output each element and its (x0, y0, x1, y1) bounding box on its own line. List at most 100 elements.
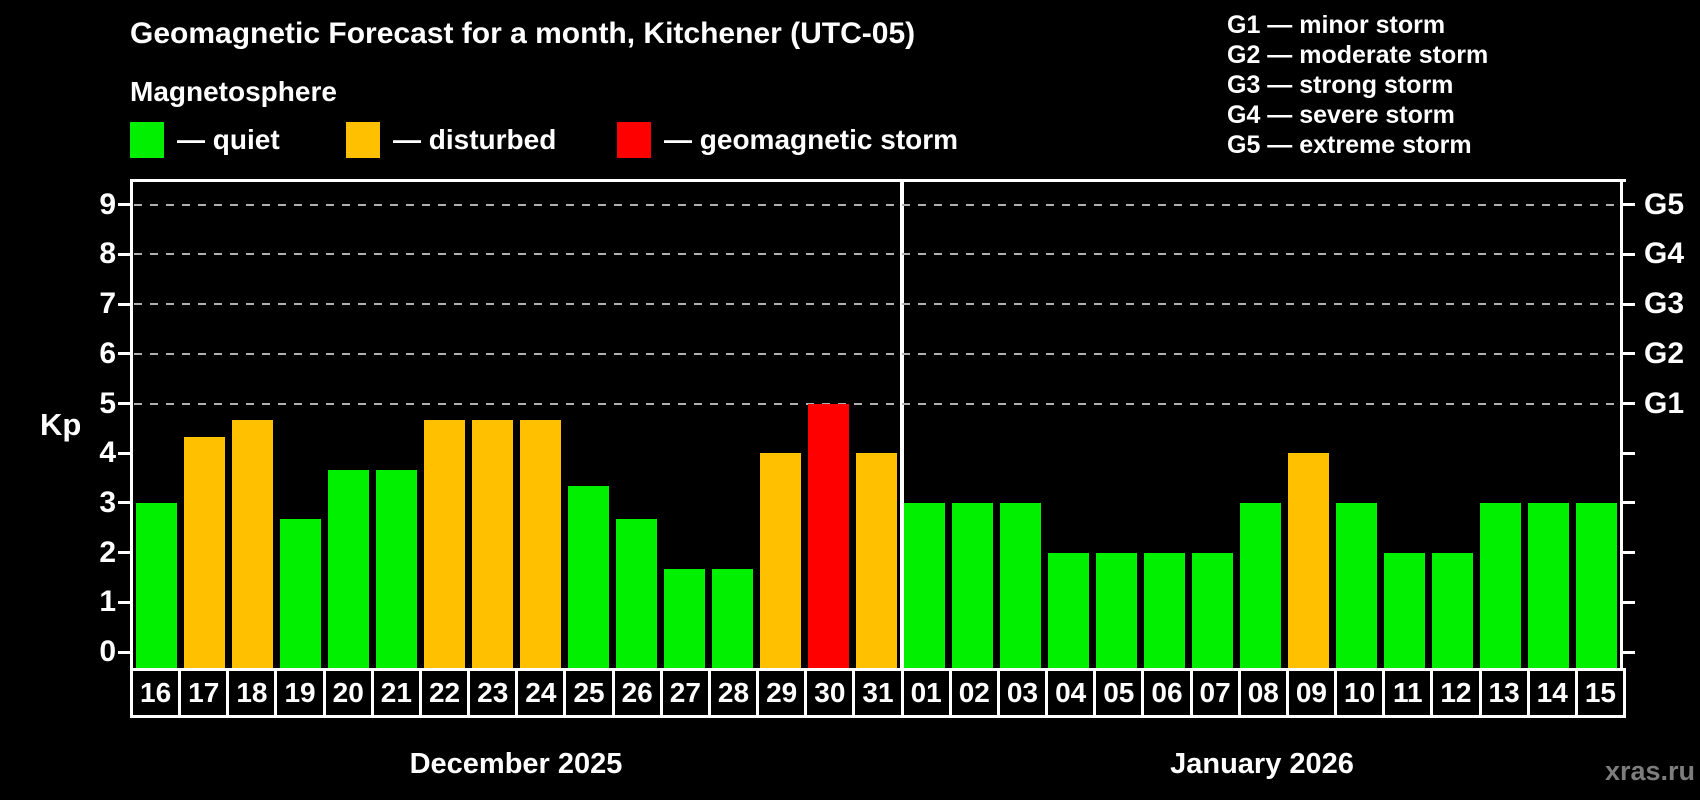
day-label-jan-08: 08 (1240, 671, 1286, 715)
day-label-jan-04: 04 (1048, 671, 1094, 715)
day-label-dec-24: 24 (518, 671, 564, 715)
g-level-label-g3: G3 (1644, 287, 1685, 321)
right-tick-kp-1 (1623, 600, 1635, 604)
kp-bar-dec-20 (327, 469, 369, 668)
kp-bar-jan-03 (999, 502, 1041, 668)
day-label-jan-12: 12 (1433, 671, 1479, 715)
y-tick-label-9: 9 (99, 187, 116, 221)
magnetosphere-subtitle: Magnetosphere (130, 76, 337, 107)
y-axis-title: Kp (40, 407, 82, 442)
gridline-kp-7 (134, 303, 1618, 306)
left-tick-kp-7 (118, 302, 130, 306)
day-label-dec-19: 19 (277, 671, 323, 715)
day-label-dec-17: 17 (181, 671, 227, 715)
kp-bar-dec-23 (471, 419, 513, 668)
right-tick-kp-6 (1623, 352, 1635, 356)
right-tick-kp-7 (1623, 302, 1635, 306)
day-label-dec-16: 16 (133, 671, 179, 715)
day-label-jan-02: 02 (951, 671, 997, 715)
right-tick-kp-4 (1623, 451, 1635, 455)
day-label-jan-05: 05 (1096, 671, 1142, 715)
watermark: xras.ru (1604, 756, 1695, 786)
day-label-dec-23: 23 (470, 671, 516, 715)
day-label-jan-07: 07 (1192, 671, 1238, 715)
gridline-kp-5 (134, 402, 1618, 405)
kp-bar-jan-06 (1143, 552, 1185, 668)
kp-bar-dec-22 (423, 419, 465, 668)
disturbed-color-swatch (346, 121, 380, 158)
gridline-kp-6 (134, 352, 1618, 355)
storm-scale-g1: G1 — minor storm (1227, 11, 1446, 39)
legend-item-quiet: — quiet (130, 121, 280, 158)
storm-color-swatch (617, 121, 651, 158)
right-tick-kp-8 (1623, 252, 1635, 256)
day-label-jan-14: 14 (1529, 671, 1575, 715)
y-axis-line (130, 179, 133, 668)
left-tick-kp-4 (118, 451, 130, 455)
left-tick-kp-9 (118, 203, 130, 207)
gridline-kp-8 (134, 253, 1618, 256)
day-axis-row: 16 17 18 19 20 21 22 23 24 25 26 27 28 29 30 31 01 02 03 04… (130, 668, 1626, 718)
day-label-dec-25: 25 (566, 671, 612, 715)
kp-bar-dec-21 (375, 469, 417, 668)
kp-bar-jan-02 (951, 502, 993, 668)
left-tick-kp-1 (118, 600, 130, 604)
storm-scale-g4: G4 — severe storm (1227, 101, 1455, 129)
kp-bar-jan-08 (1239, 502, 1281, 668)
y-tick-label-4: 4 (99, 436, 116, 470)
left-tick-kp-5 (118, 402, 130, 405)
day-label-dec-21: 21 (373, 671, 419, 715)
month-label-january: January 2026 (1170, 748, 1354, 780)
legend-label-quiet: — quiet (177, 123, 280, 155)
left-tick-kp-2 (118, 551, 130, 555)
kp-bar-dec-26 (615, 519, 657, 668)
kp-bar-jan-10 (1335, 502, 1377, 668)
day-label-dec-20: 20 (325, 671, 371, 715)
y-tick-label-1: 1 (99, 585, 116, 619)
kp-bar-jan-13 (1479, 502, 1521, 668)
day-label-dec-26: 26 (614, 671, 660, 715)
day-label-jan-15: 15 (1577, 671, 1623, 715)
kp-bar-jan-07 (1191, 552, 1233, 668)
left-tick-kp-6 (118, 352, 130, 356)
y-tick-label-7: 7 (99, 287, 116, 321)
storm-scale-g3: G3 — strong storm (1227, 71, 1454, 99)
day-label-dec-22: 22 (421, 671, 468, 715)
kp-bar-jan-04 (1047, 552, 1089, 668)
kp-bar-jan-09 (1287, 453, 1329, 668)
kp-bar-dec-19 (279, 519, 321, 668)
g-level-label-g5: G5 (1644, 187, 1685, 221)
gridline-kp-9 (134, 203, 1618, 206)
kp-bar-dec-29 (759, 453, 801, 668)
day-label-jan-06: 06 (1144, 671, 1190, 715)
kp-bar-dec-27 (663, 569, 705, 668)
right-tick-kp-9 (1623, 203, 1635, 207)
kp-bar-dec-25 (567, 486, 609, 668)
kp-bar-dec-24 (519, 419, 561, 668)
legend-item-storm: — geomagnetic storm (617, 121, 958, 158)
y-tick-label-6: 6 (99, 336, 116, 370)
day-label-jan-10: 10 (1337, 671, 1383, 715)
kp-bar-jan-05 (1095, 552, 1137, 668)
kp-bar-jan-11 (1383, 552, 1425, 668)
legend-label-storm: — geomagnetic storm (664, 123, 959, 155)
day-label-jan-09: 09 (1288, 671, 1335, 715)
kp-bar-dec-17 (183, 436, 225, 668)
g-level-label-g1: G1 (1644, 386, 1685, 420)
y-tick-label-2: 2 (99, 535, 116, 569)
day-label-dec-30: 30 (807, 671, 853, 715)
month-label-december: December 2025 (409, 748, 623, 780)
day-label-dec-27: 27 (662, 671, 708, 715)
quiet-color-swatch (130, 121, 164, 158)
left-tick-kp-8 (118, 252, 130, 256)
day-label-jan-13: 13 (1481, 671, 1527, 715)
kp-bar-dec-16 (135, 502, 177, 668)
right-tick-kp-2 (1623, 551, 1635, 555)
g-level-label-g2: G2 (1644, 336, 1685, 370)
day-label-jan-11: 11 (1385, 671, 1431, 715)
y-tick-label-3: 3 (99, 485, 116, 519)
day-label-dec-28: 28 (710, 671, 757, 715)
legend-label-disturbed: — disturbed (393, 123, 557, 155)
kp-bar-jan-12 (1431, 552, 1473, 668)
